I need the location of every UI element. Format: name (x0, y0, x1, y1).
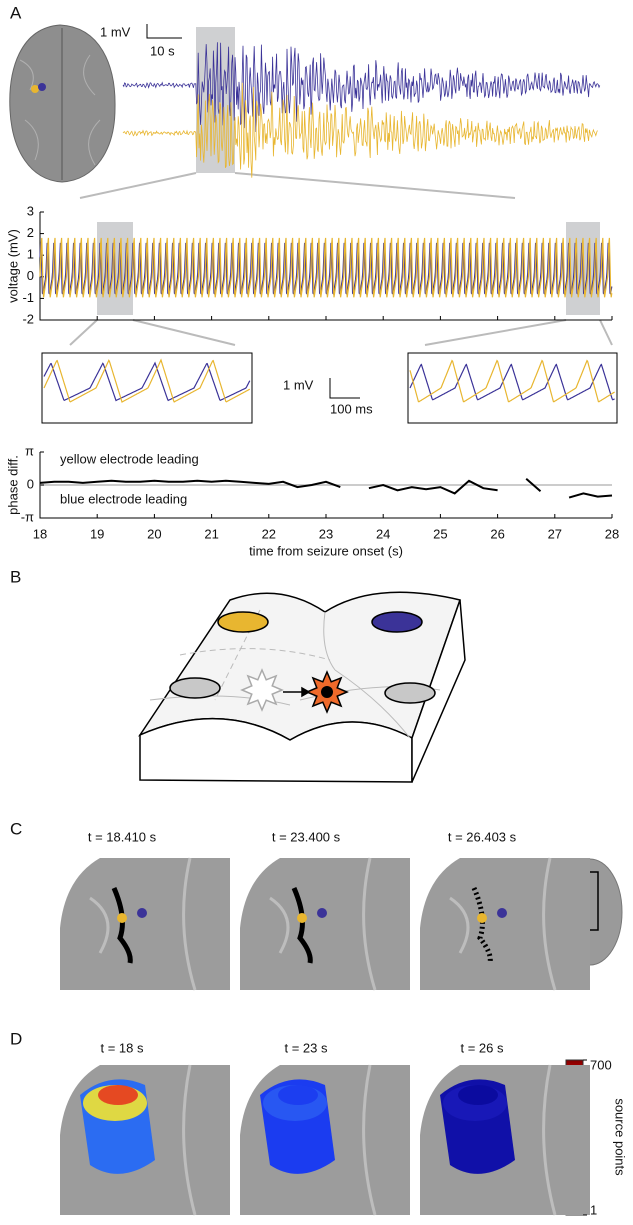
phase-line (39, 477, 613, 499)
electrode (477, 913, 487, 923)
frame-title: t = 23.400 s (272, 829, 341, 844)
y-tick-label: 0 (27, 476, 34, 491)
x-tick-label: 18 (33, 526, 47, 541)
electrode (497, 908, 507, 918)
panel-label: C (10, 819, 22, 838)
x-tick-label: 26 (490, 526, 504, 541)
panel-label: B (10, 567, 21, 586)
y-tick-label: 1 (27, 247, 34, 262)
y-axis-title: voltage (mV) (5, 229, 20, 303)
brain-image (240, 858, 410, 990)
electrode (117, 913, 127, 923)
y-tick-label: -1 (22, 290, 34, 305)
panel-label: D (10, 1029, 22, 1048)
scale-bar (329, 378, 360, 399)
source-trace (111, 887, 133, 964)
source-blob (278, 1085, 318, 1105)
source-blob (98, 1085, 138, 1105)
frame-title: t = 18.410 s (88, 829, 157, 844)
x-tick-label: 27 (548, 526, 562, 541)
scale-bar (146, 24, 182, 39)
frame-title: t = 26 s (461, 1040, 504, 1055)
annotation: blue electrode leading (60, 491, 187, 506)
y-tick-label: 0 (27, 268, 34, 283)
voltage-trace (39, 237, 613, 298)
frame-title: t = 18 s (101, 1040, 144, 1055)
voltage-trace (43, 361, 251, 402)
y-tick-label: -2 (22, 311, 34, 326)
zoom-line (69, 319, 613, 346)
x-tick-label: 25 (433, 526, 447, 541)
eeg-trace (122, 42, 601, 133)
scale-label: 1 mV (283, 377, 314, 392)
scale-label: 1 mV (100, 24, 131, 39)
colorbar-label: source points (613, 1098, 628, 1176)
x-tick-label: 20 (147, 526, 161, 541)
diagram (137, 591, 466, 783)
x-tick-label: 19 (90, 526, 104, 541)
electrode (137, 908, 147, 918)
eeg-trace (122, 82, 598, 178)
x-tick-label: 21 (204, 526, 218, 541)
x-axis-title: time from seizure onset (s) (249, 543, 403, 558)
colorbar-tick-label: 700 (590, 1057, 612, 1072)
scale-label: 100 ms (330, 401, 373, 416)
colorbar-tick-label: 1 (590, 1202, 597, 1217)
source-trace (471, 887, 493, 964)
inset-frame (41, 352, 253, 424)
brain-fold (269, 857, 377, 991)
y-tick-label: 2 (27, 225, 34, 240)
scale-label: 10 s (150, 43, 175, 58)
annotation: yellow electrode leading (60, 451, 199, 466)
x-tick-label: 24 (376, 526, 390, 541)
zoom-line (79, 172, 516, 199)
voltage-trace (409, 359, 615, 403)
source-trace (291, 887, 313, 964)
panel-label: A (10, 3, 22, 22)
y-tick-label: -π (21, 509, 34, 524)
y-tick-label: 3 (27, 203, 34, 218)
neuron-soma (321, 686, 333, 698)
x-tick-label: 28 (605, 526, 619, 541)
frame-title: t = 23 s (285, 1040, 328, 1055)
brain-fold (449, 857, 557, 991)
neuron (240, 668, 284, 712)
brain-fold (89, 857, 197, 991)
electrode (297, 913, 307, 923)
inset-frame (407, 352, 618, 424)
source-blob (458, 1085, 498, 1105)
frame-title: t = 26.403 s (448, 829, 517, 844)
brain-image (420, 858, 590, 990)
brain-image (9, 24, 116, 183)
x-tick-label: 22 (262, 526, 276, 541)
voltage-trace (409, 363, 615, 401)
y-axis-title: phase diff. (5, 455, 20, 515)
electrode (317, 908, 327, 918)
voltage-trace (43, 358, 251, 403)
brain-image (60, 858, 230, 990)
x-tick-label: 23 (319, 526, 333, 541)
y-tick-label: π (25, 443, 34, 458)
